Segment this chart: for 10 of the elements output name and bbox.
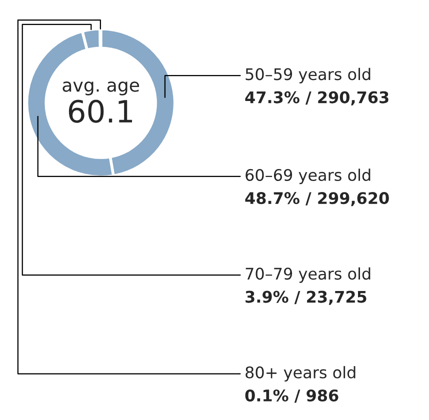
data-label: 0.1% / 986 bbox=[245, 389, 338, 403]
slice-label: 70–79 years old bbox=[246, 267, 370, 283]
data-label: 47.3% / 290,763 bbox=[245, 91, 388, 106]
data-label: 3.9% / 23,725 bbox=[246, 290, 366, 305]
text: 60.1 bbox=[68, 100, 132, 123]
data-label: 48.7% / 299,620 bbox=[245, 192, 389, 206]
text: avg. age bbox=[62, 81, 140, 96]
slice-label: 80+ years old bbox=[246, 366, 356, 382]
slice-label: 60–69 years old bbox=[246, 168, 370, 184]
slice-label: 50–59 years old bbox=[246, 68, 370, 84]
